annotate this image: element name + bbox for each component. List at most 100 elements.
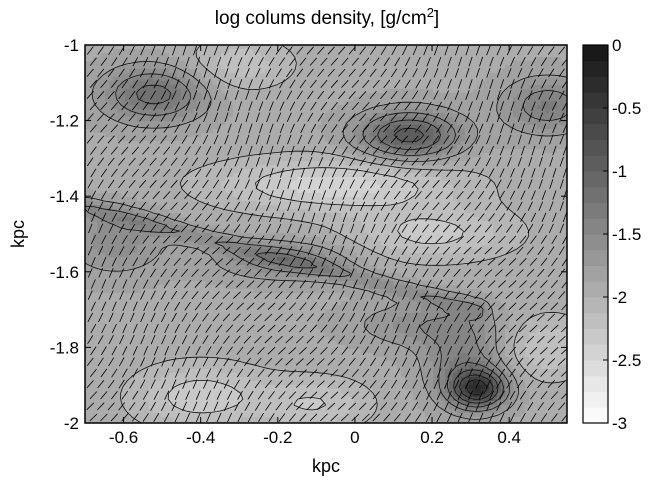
density-cell [229, 205, 234, 210]
density-cell [253, 49, 258, 54]
density-cell [205, 121, 210, 126]
density-cell [445, 57, 450, 62]
density-cell [401, 85, 406, 90]
density-cell [269, 53, 274, 58]
density-cell [565, 157, 567, 162]
density-cell [85, 205, 90, 210]
density-cell [149, 109, 154, 114]
density-cell [421, 69, 426, 74]
density-cell [149, 65, 154, 70]
density-cell [513, 197, 518, 202]
density-cell [245, 145, 250, 150]
density-cell [161, 149, 166, 154]
density-cell [149, 145, 154, 150]
density-cell [513, 81, 518, 86]
density-cell [217, 69, 222, 74]
density-cell [513, 169, 518, 174]
density-cell [565, 181, 567, 186]
density-cell [545, 149, 550, 154]
density-cell [337, 117, 342, 122]
density-cell [401, 121, 406, 126]
density-cell [169, 113, 174, 118]
density-cell [433, 89, 438, 94]
density-cell [469, 49, 474, 54]
density-cell [497, 169, 502, 174]
density-cell [149, 141, 154, 146]
density-cell [265, 133, 270, 138]
density-cell [501, 173, 506, 178]
density-cell [277, 45, 282, 50]
density-cell [201, 109, 206, 114]
density-cell [305, 181, 310, 186]
density-cell [201, 129, 206, 134]
density-cell [193, 133, 198, 138]
density-cell [313, 157, 318, 162]
density-cell [141, 105, 146, 110]
density-cell [153, 133, 158, 138]
density-cell [441, 145, 446, 150]
density-cell [533, 201, 538, 206]
density-cell [105, 101, 110, 106]
density-cell [293, 73, 298, 78]
density-cell [557, 137, 562, 142]
density-cell [197, 49, 202, 54]
density-cell [157, 165, 162, 170]
density-cell [341, 181, 346, 186]
density-cell [473, 81, 478, 86]
density-cell [165, 205, 170, 210]
density-cell [465, 101, 470, 106]
density-cell [325, 69, 330, 74]
density-cell [317, 101, 322, 106]
density-cell [565, 53, 567, 58]
density-cell [553, 149, 558, 154]
density-cell [237, 69, 242, 74]
density-cell [197, 129, 202, 134]
density-cell [181, 121, 186, 126]
density-cell [209, 109, 214, 114]
density-cell [529, 45, 534, 50]
density-cell [213, 65, 218, 70]
density-cell [233, 45, 238, 50]
density-cell [101, 153, 106, 158]
density-cell [169, 97, 174, 102]
density-cell [449, 53, 454, 58]
density-cell [249, 117, 254, 122]
density-cell [521, 197, 526, 202]
density-cell [249, 181, 254, 186]
density-cell [149, 185, 154, 190]
density-cell [469, 129, 474, 134]
density-cell [109, 117, 114, 122]
density-cell [501, 181, 506, 186]
density-cell [189, 209, 194, 214]
density-cell [497, 61, 502, 66]
density-cell [97, 153, 102, 158]
density-cell [317, 169, 322, 174]
density-cell [329, 125, 334, 130]
density-cell [417, 145, 422, 150]
density-cell [233, 81, 238, 86]
density-cell [541, 117, 546, 122]
density-cell [285, 137, 290, 142]
density-cell [217, 173, 222, 178]
density-cell [169, 49, 174, 54]
density-cell [525, 181, 530, 186]
density-cell [97, 177, 102, 182]
density-cell [353, 161, 358, 166]
density-cell [293, 145, 298, 150]
density-cell [109, 89, 114, 94]
density-cell [473, 189, 478, 194]
density-cell [441, 193, 446, 198]
density-cell [133, 53, 138, 58]
density-cell [513, 61, 518, 66]
density-cell [357, 149, 362, 154]
density-cell [137, 117, 142, 122]
density-cell [453, 121, 458, 126]
density-cell [93, 49, 98, 54]
density-cell [265, 137, 270, 142]
density-cell [137, 69, 142, 74]
density-cell [425, 49, 430, 54]
density-cell [93, 149, 98, 154]
density-cell [397, 61, 402, 66]
density-cell [369, 69, 374, 74]
